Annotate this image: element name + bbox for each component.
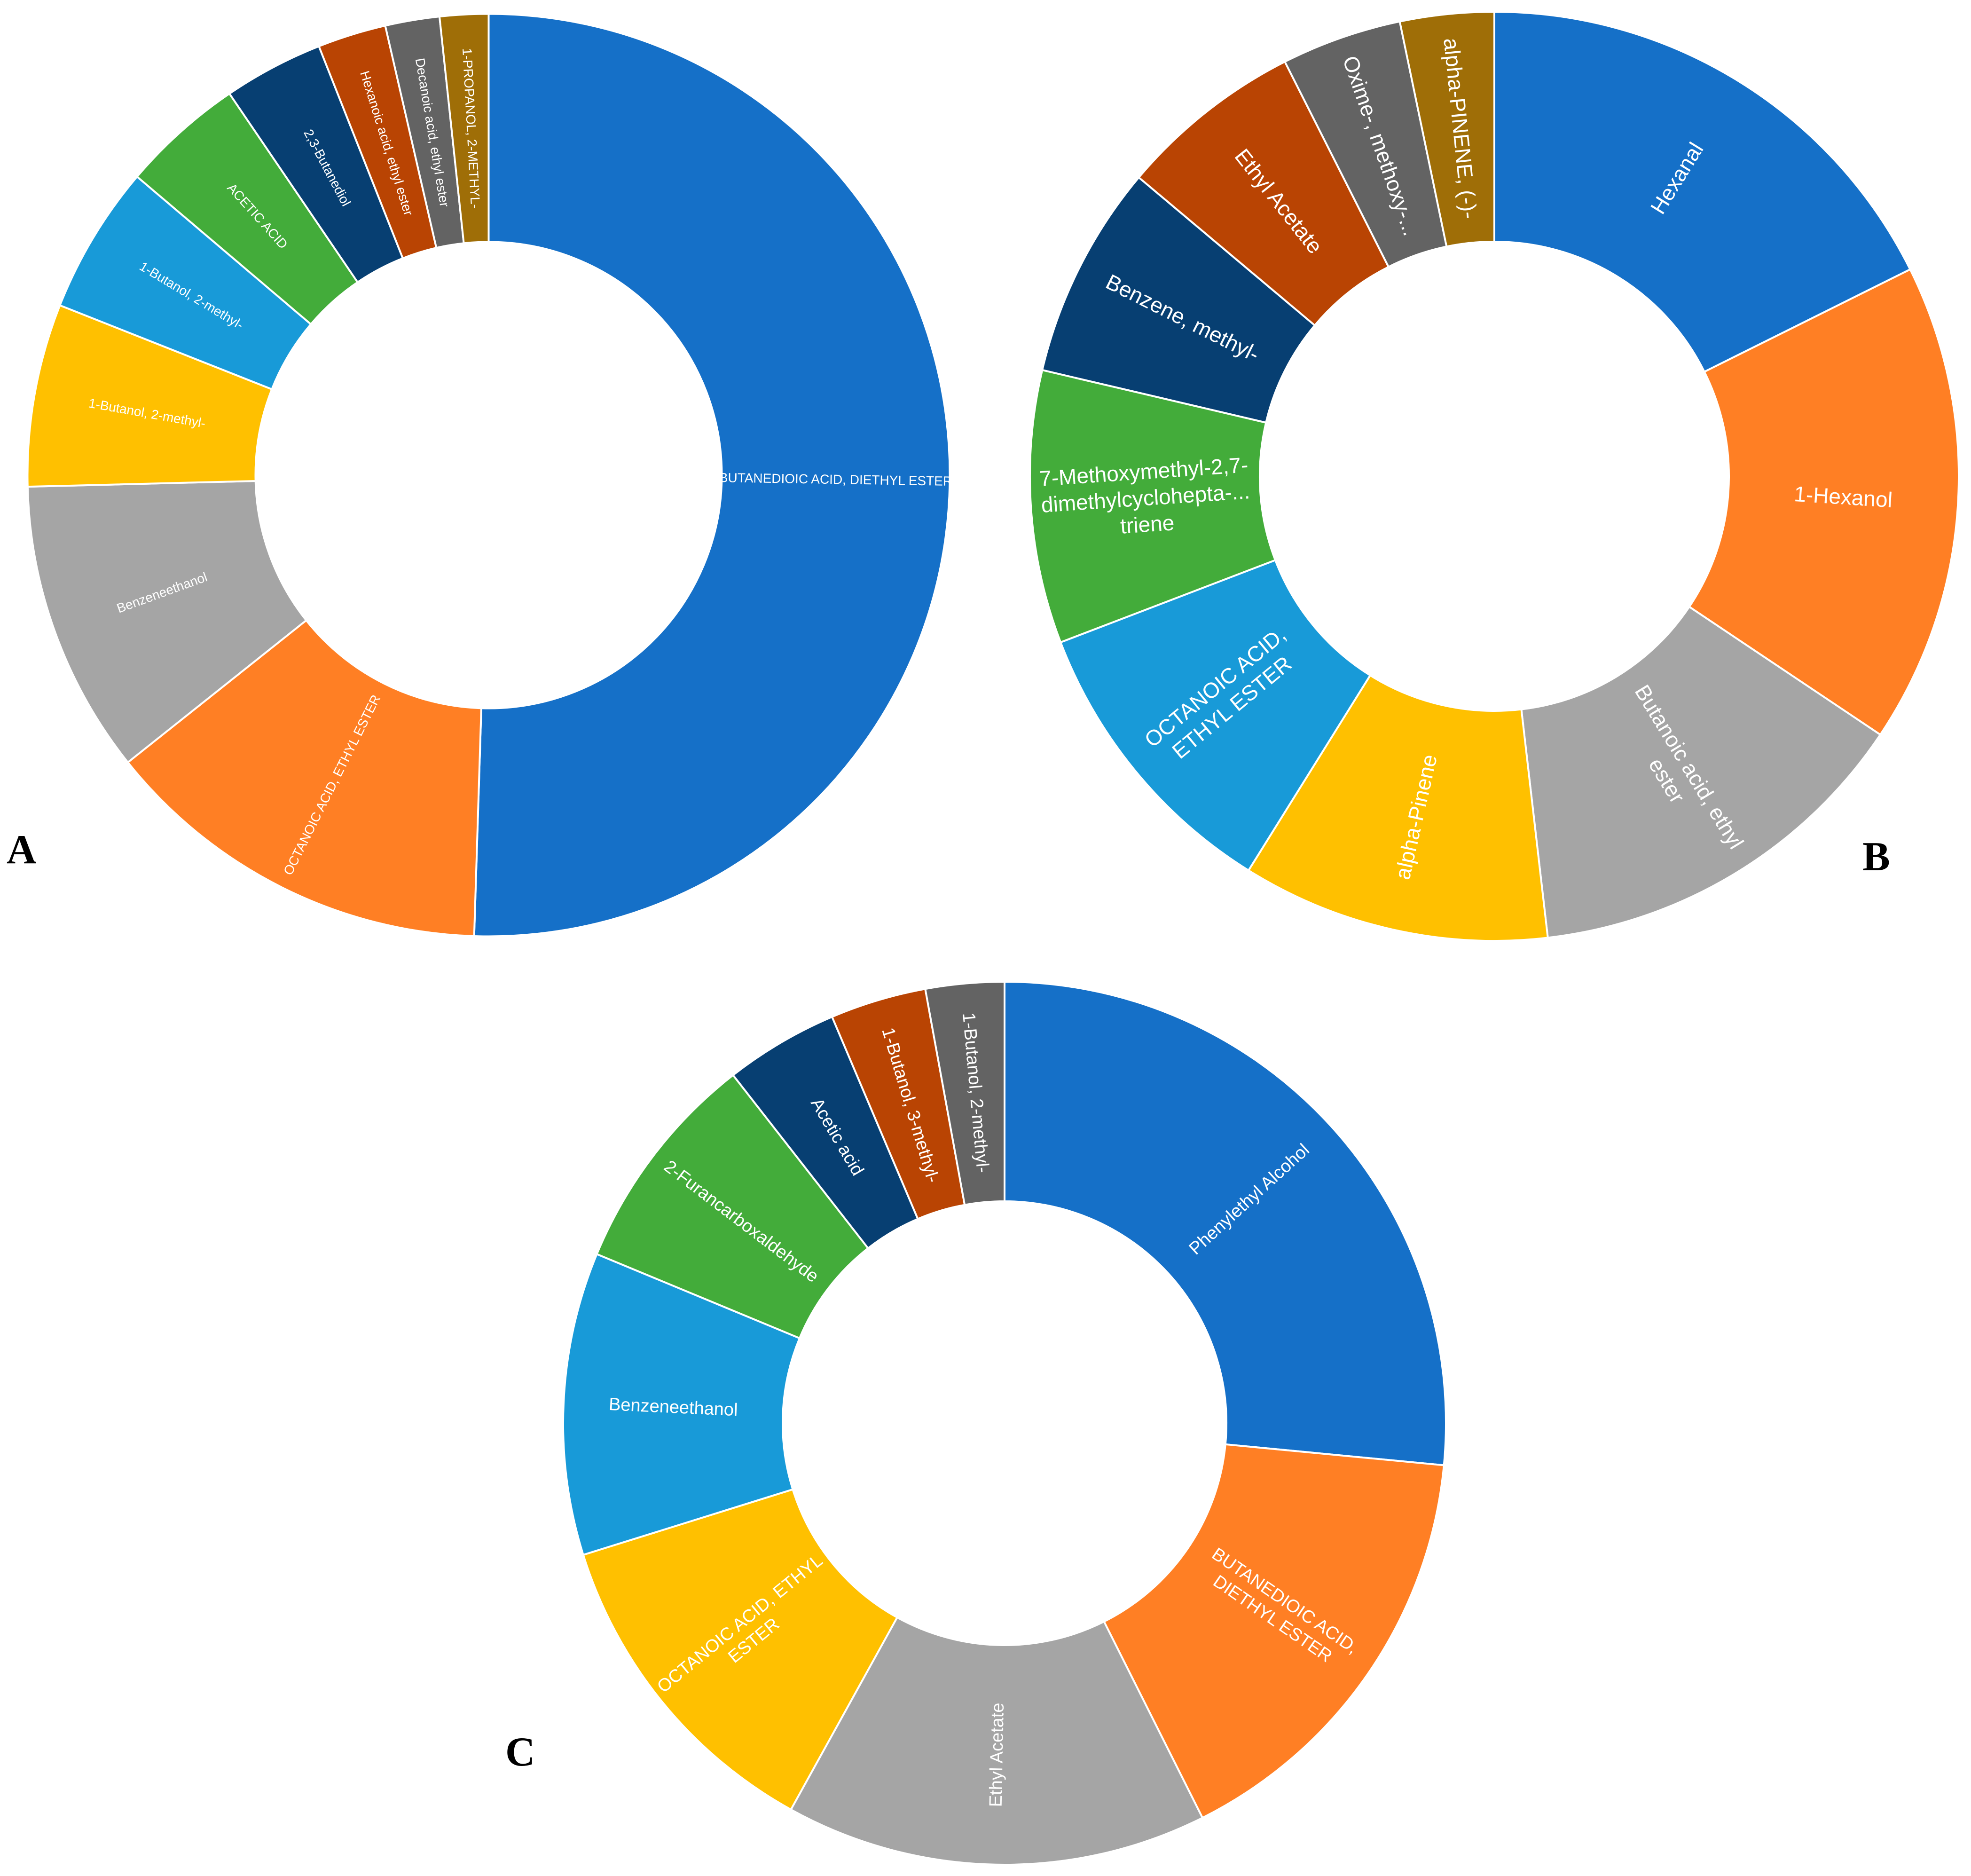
donut-slice bbox=[1137, 60, 1390, 327]
donut-slice bbox=[1102, 1443, 1445, 1819]
panel-letter-a: A bbox=[7, 827, 37, 873]
donut-slice bbox=[596, 1073, 870, 1340]
donut-slice bbox=[789, 1616, 1204, 1866]
donut-slice bbox=[1493, 10, 1912, 373]
panel-letter-c: C bbox=[505, 1729, 535, 1775]
slice-label: Ethyl Acetate bbox=[986, 1703, 1008, 1807]
donut-slice bbox=[126, 619, 482, 938]
donut-slice bbox=[26, 304, 273, 488]
slice-label-line: Ethyl Acetate bbox=[986, 1703, 1008, 1807]
donut-slice bbox=[473, 13, 951, 938]
donut-slice bbox=[438, 13, 490, 244]
donut-slice bbox=[562, 1253, 801, 1556]
panel-letter-b: B bbox=[1862, 834, 1890, 880]
donut-slice bbox=[1041, 176, 1316, 424]
donut-slice bbox=[1520, 605, 1882, 939]
donut-slice bbox=[26, 480, 308, 764]
donut-slice bbox=[1029, 369, 1277, 644]
donut-chart-a: BUTANEDIOIC ACID, DIETHYL ESTEROCTANOIC … bbox=[26, 13, 952, 938]
slice-label-line: triene bbox=[1120, 510, 1175, 538]
donut-slice bbox=[1398, 10, 1495, 248]
donut-slice bbox=[1688, 268, 1960, 736]
donut-slice bbox=[582, 1488, 899, 1811]
donut-slice bbox=[1247, 674, 1549, 942]
donut-slice bbox=[1059, 559, 1372, 872]
donut-slice bbox=[924, 980, 1005, 1206]
donut-slice bbox=[1004, 980, 1447, 1466]
